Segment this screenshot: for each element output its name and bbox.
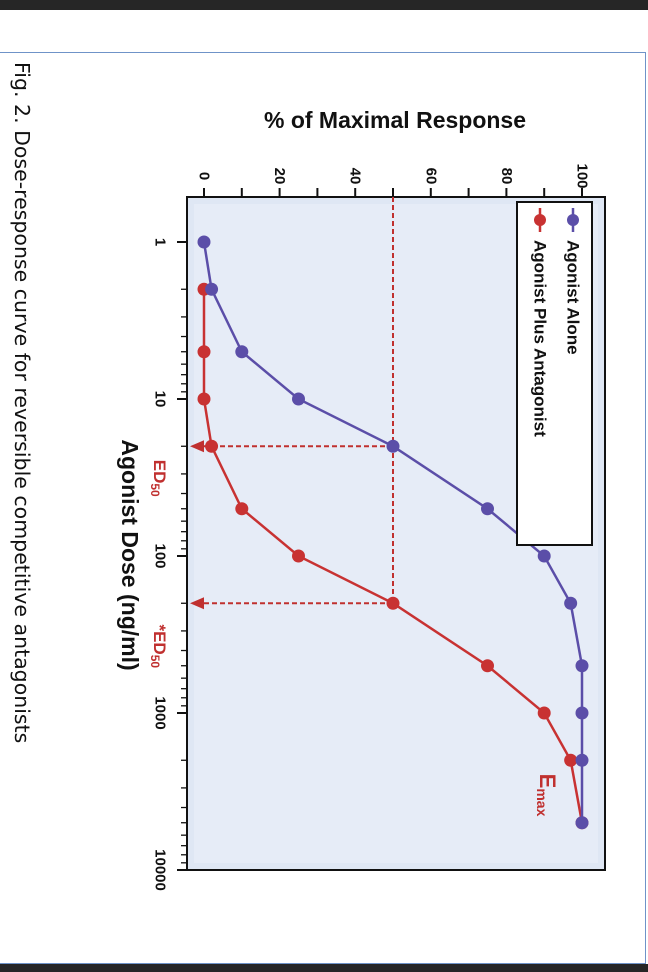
legend-box [516,201,593,546]
window-bottom-bar [0,964,648,972]
arrow-head-icon [190,440,204,453]
data-point [481,659,494,673]
arrow-head-icon [190,597,204,610]
legend: Agonist Alone Agonist Plus Antagonist [516,201,593,546]
x-tick-label: 1000 [152,696,169,729]
legend-label: Agonist Plus Antagonist [531,240,550,437]
data-point [564,596,578,610]
x-tick-label: 10000 [152,849,169,891]
data-point [197,345,211,359]
data-point [575,753,589,767]
data-point [197,235,211,249]
legend-swatch-marker [534,214,546,226]
data-point [575,816,589,830]
data-point [292,392,305,406]
data-point [575,706,589,720]
data-point [205,439,219,453]
data-point [481,502,494,516]
x-axis-title: Agonist Dose (ng/ml) [117,439,143,670]
data-point [205,282,219,296]
data-point [575,659,589,673]
data-point [564,753,578,767]
ed50-label: ED50 [148,460,170,497]
data-point [537,706,551,720]
y-tick-label: 0 [196,172,213,180]
figure-caption: Fig. 2. Dose-response curve for reversib… [10,62,34,743]
y-axis-title: % of Maximal Response [264,107,526,133]
legend-label: Agonist Alone [564,240,583,355]
window-top-bar [0,0,648,10]
y-tick-label: 20 [271,168,288,185]
data-point [386,596,400,610]
legend-swatch-marker [567,214,579,226]
emax-label: Emax [534,774,561,817]
data-point [386,439,400,453]
data-point [235,345,249,359]
y-tick-label: 80 [498,168,515,185]
data-point [537,549,551,563]
data-point [292,549,305,563]
series-line [202,241,584,823]
data-point [235,502,249,516]
y-tick-label: 40 [347,168,364,185]
x-tick-label: 1 [152,238,169,246]
y-tick-label: 60 [422,168,439,185]
x-tick-label: 10 [152,391,169,408]
data-point [197,392,211,406]
ed50-label: *ED50 [148,624,170,668]
y-tick-label: 100 [574,163,591,188]
x-tick-label: 100 [152,543,169,568]
